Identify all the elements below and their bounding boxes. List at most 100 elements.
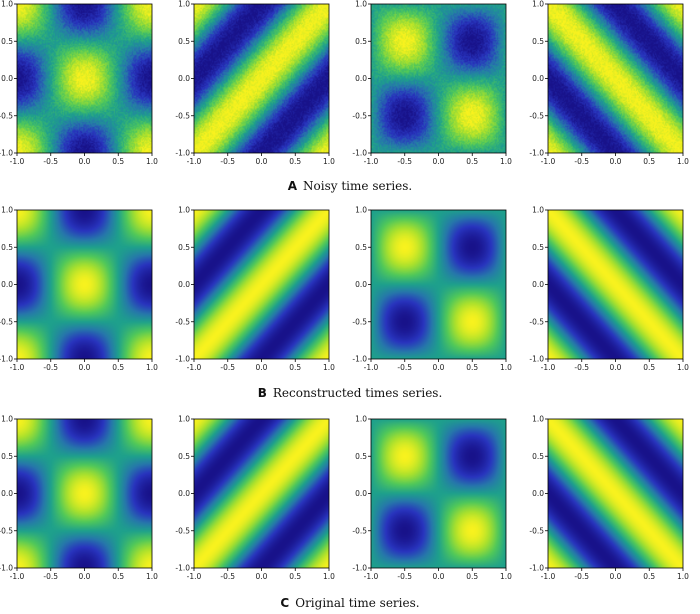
heatmap-panel: -1.0 -0.5 0.0 0.5 1.0 1.0 0.5 0.0 -0.5 -1.0 — [0, 0, 158, 166]
y-tick-label: -0.5 — [0, 526, 13, 535]
y-tick-label: -1.0 — [352, 355, 367, 364]
y-tick-label: -0.5 — [175, 111, 190, 120]
heatmap-panel: -1.0 -0.5 0.0 0.5 1.0 1.0 0.5 0.0 -0.5 -1.0 — [529, 415, 689, 581]
y-tick-label: -1.0 — [529, 149, 544, 158]
row-caption: B Reconstructed times series. — [258, 386, 443, 400]
heatmap-panel: -1.0 -0.5 0.0 0.5 1.0 1.0 0.5 0.0 -0.5 -1.0 — [529, 206, 689, 372]
y-tick-label: 0.0 — [532, 74, 544, 83]
heatmap-panel: -1.0 -0.5 0.0 0.5 1.0 1.0 0.5 0.0 -0.5 -1.0 — [352, 206, 512, 372]
x-tick-label: 0.5 — [289, 572, 301, 581]
heatmap-panel: -1.0 -0.5 0.0 0.5 1.0 1.0 0.5 0.0 -0.5 -1.0 — [175, 0, 335, 166]
y-tick-label: 0.5 — [355, 37, 367, 46]
x-tick-label: -1.0 — [10, 572, 25, 581]
x-tick-label: 1.0 — [323, 157, 335, 166]
y-tick-label: 1.0 — [1, 206, 13, 215]
y-tick-label: 0.0 — [178, 280, 190, 289]
x-tick-label: -1.0 — [541, 572, 556, 581]
x-tick-label: -0.5 — [43, 572, 58, 581]
y-tick-label: 0.0 — [1, 74, 13, 83]
y-tick-label: -1.0 — [175, 355, 190, 364]
y-tick-label: -0.5 — [0, 111, 13, 120]
y-tick-label: 0.5 — [1, 37, 13, 46]
y-tick-label: -0.5 — [175, 526, 190, 535]
x-tick-label: 0.5 — [466, 572, 478, 581]
heatmap-image — [548, 419, 683, 568]
x-tick-label: -1.0 — [364, 363, 379, 372]
y-tick-label: -1.0 — [0, 355, 13, 364]
row-caption: A Noisy time series. — [288, 179, 412, 193]
y-tick-label: -1.0 — [529, 355, 544, 364]
x-tick-label: 0.5 — [643, 572, 655, 581]
x-tick-label: 1.0 — [677, 363, 689, 372]
x-tick-label: -0.5 — [43, 363, 58, 372]
heatmap-image — [17, 4, 152, 153]
x-tick-label: -0.5 — [397, 572, 412, 581]
x-tick-label: -1.0 — [541, 363, 556, 372]
heatmap-panel: -1.0 -0.5 0.0 0.5 1.0 1.0 0.5 0.0 -0.5 -1.0 — [175, 206, 335, 372]
y-tick-label: 1.0 — [532, 206, 544, 215]
x-tick-label: 1.0 — [500, 157, 512, 166]
x-tick-label: 0.0 — [256, 363, 268, 372]
x-tick-label: 0.0 — [433, 363, 445, 372]
heatmap-image — [548, 210, 683, 359]
y-tick-label: 0.5 — [532, 452, 544, 461]
caption-text: Original time series. — [295, 596, 419, 610]
heatmap-image — [17, 210, 152, 359]
x-tick-label: 0.5 — [466, 157, 478, 166]
heatmap-panel: -1.0 -0.5 0.0 0.5 1.0 1.0 0.5 0.0 -0.5 -1.0 — [352, 415, 512, 581]
heatmap-image — [371, 419, 506, 568]
y-tick-label: 1.0 — [532, 0, 544, 9]
y-tick-label: -0.5 — [529, 526, 544, 535]
caption-letter: A — [288, 179, 298, 193]
caption-letter: B — [258, 386, 267, 400]
x-tick-label: -1.0 — [187, 157, 202, 166]
y-tick-label: 0.0 — [355, 280, 367, 289]
y-tick-label: -0.5 — [529, 111, 544, 120]
x-tick-label: -0.5 — [220, 157, 235, 166]
y-tick-label: 1.0 — [532, 415, 544, 424]
x-tick-label: -1.0 — [10, 157, 25, 166]
caption-letter: C — [280, 596, 289, 610]
y-tick-label: -1.0 — [352, 149, 367, 158]
x-tick-label: -0.5 — [574, 363, 589, 372]
x-tick-label: -1.0 — [187, 363, 202, 372]
x-tick-label: 0.0 — [610, 363, 622, 372]
x-tick-label: -0.5 — [574, 157, 589, 166]
y-tick-label: 0.5 — [532, 243, 544, 252]
heatmap-image — [17, 419, 152, 568]
x-tick-label: 0.5 — [643, 157, 655, 166]
x-tick-label: 0.5 — [112, 572, 124, 581]
x-tick-label: -0.5 — [397, 157, 412, 166]
x-tick-label: 0.5 — [289, 157, 301, 166]
heatmap-image — [194, 4, 329, 153]
heatmap-image — [194, 210, 329, 359]
heatmap-image — [548, 4, 683, 153]
x-tick-label: 0.5 — [112, 157, 124, 166]
y-tick-label: 0.5 — [178, 37, 190, 46]
heatmap-row-c: -1.0-0.50.00.51.01.00.50.0-0.5-1.0-1.0-0… — [0, 415, 689, 610]
heatmap-panel: -1.0 -0.5 0.0 0.5 1.0 1.0 0.5 0.0 -0.5 -1.0 — [0, 415, 158, 581]
x-tick-label: 0.5 — [289, 363, 301, 372]
x-tick-label: -0.5 — [220, 572, 235, 581]
heatmap-panel: -1.0 -0.5 0.0 0.5 1.0 1.0 0.5 0.0 -0.5 -1.0 — [352, 0, 512, 166]
x-tick-label: 0.0 — [79, 572, 91, 581]
x-tick-label: 0.0 — [433, 157, 445, 166]
heatmap-image — [371, 4, 506, 153]
y-tick-label: 0.0 — [355, 74, 367, 83]
x-tick-label: 0.0 — [610, 572, 622, 581]
y-tick-label: 0.0 — [1, 489, 13, 498]
y-tick-label: 0.5 — [1, 243, 13, 252]
y-tick-label: -1.0 — [0, 564, 13, 573]
x-tick-label: 1.0 — [500, 363, 512, 372]
y-tick-label: -1.0 — [529, 564, 544, 573]
y-tick-label: 0.5 — [355, 452, 367, 461]
x-tick-label: -1.0 — [10, 363, 25, 372]
y-tick-label: 1.0 — [1, 0, 13, 9]
x-tick-label: 1.0 — [146, 363, 158, 372]
x-tick-label: 1.0 — [323, 572, 335, 581]
x-tick-label: -0.5 — [43, 157, 58, 166]
x-tick-label: 0.0 — [433, 572, 445, 581]
x-tick-label: 0.0 — [256, 572, 268, 581]
y-tick-label: -1.0 — [175, 149, 190, 158]
